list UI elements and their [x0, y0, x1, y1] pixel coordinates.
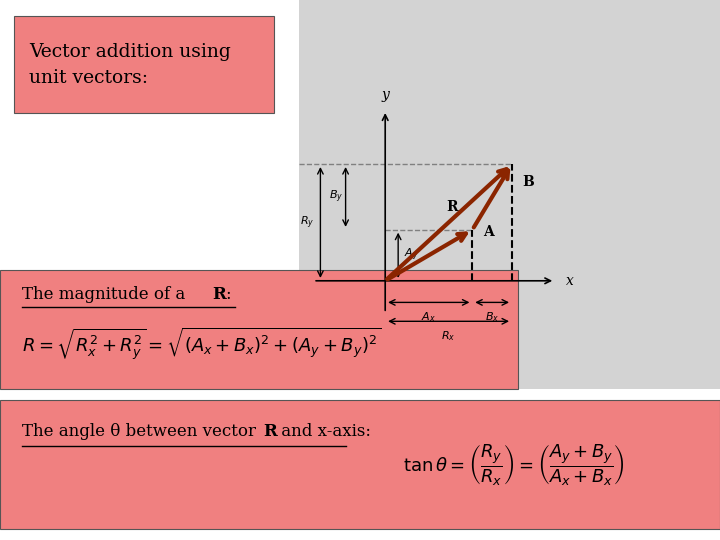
- Text: $B_x$: $B_x$: [485, 310, 499, 325]
- Text: R: R: [263, 423, 276, 441]
- Text: $B_y$: $B_y$: [329, 189, 343, 205]
- FancyBboxPatch shape: [299, 0, 720, 389]
- Text: The angle θ between vector: The angle θ between vector: [22, 423, 261, 441]
- FancyBboxPatch shape: [0, 270, 518, 389]
- Text: $R_x$: $R_x$: [441, 329, 456, 343]
- Text: $\tan\theta = \left(\dfrac{R_y}{R_x}\right) = \left(\dfrac{A_y + B_y}{A_x + B_x}: $\tan\theta = \left(\dfrac{R_y}{R_x}\rig…: [403, 442, 625, 487]
- Text: $R_y$: $R_y$: [300, 214, 315, 231]
- Text: The magnitude of a: The magnitude of a: [22, 286, 195, 303]
- Text: :: :: [225, 286, 231, 303]
- Text: $A_y$: $A_y$: [404, 247, 419, 264]
- Text: R: R: [446, 200, 457, 214]
- Text: and x-axis:: and x-axis:: [276, 423, 371, 441]
- Text: Vector addition using
unit vectors:: Vector addition using unit vectors:: [29, 43, 230, 87]
- Text: y: y: [382, 88, 389, 102]
- Text: $R = \sqrt{R_x^2 + R_y^2} = \sqrt{(A_x + B_x)^2 + (A_y + B_y)^2}$: $R = \sqrt{R_x^2 + R_y^2} = \sqrt{(A_x +…: [22, 326, 381, 362]
- FancyBboxPatch shape: [14, 16, 274, 113]
- Text: $A_x$: $A_x$: [421, 310, 436, 325]
- Text: R: R: [212, 286, 226, 303]
- Text: A: A: [483, 225, 494, 239]
- FancyBboxPatch shape: [0, 400, 720, 529]
- Text: x: x: [566, 274, 574, 288]
- Text: B: B: [523, 175, 534, 189]
